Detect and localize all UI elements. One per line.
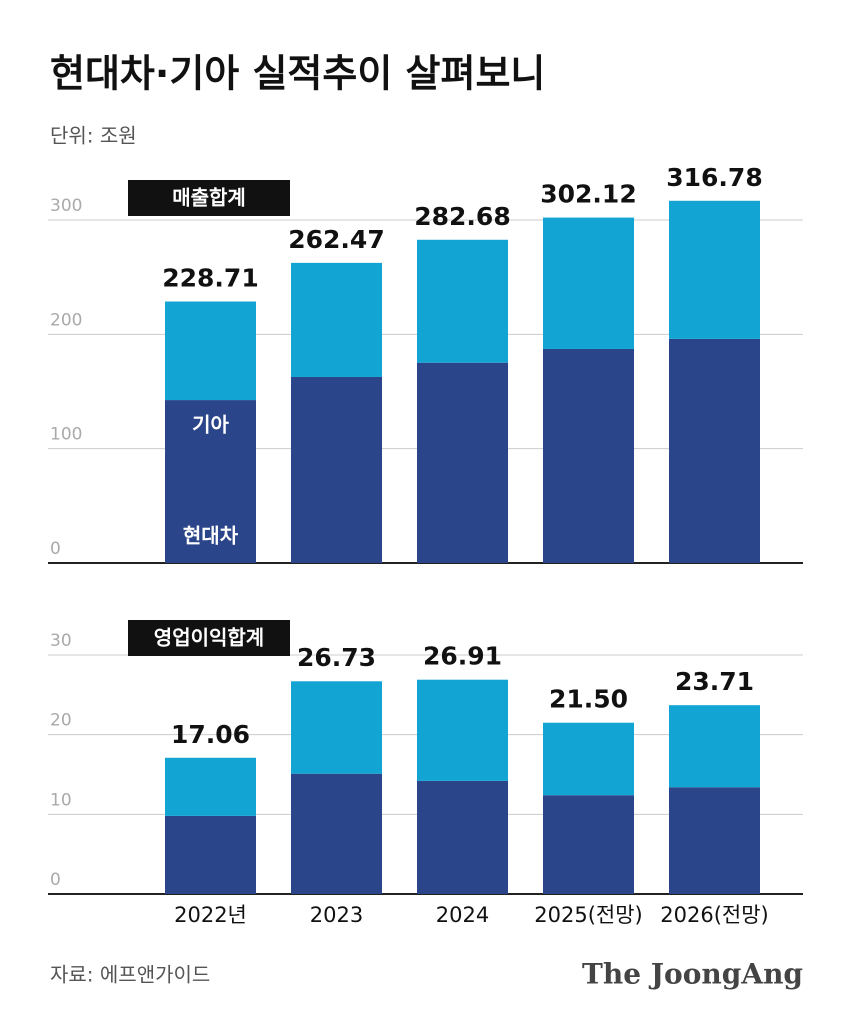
total-label: 26.73 [297, 643, 376, 672]
bar [417, 239, 508, 363]
total-label: 21.50 [549, 685, 628, 714]
series-label: 기아 [192, 413, 229, 437]
bar [165, 301, 256, 401]
total-label: 26.91 [423, 642, 502, 671]
bar [165, 400, 256, 563]
y-tick-label: 300 [50, 196, 82, 216]
y-tick-label: 0 [50, 539, 61, 559]
bar [165, 757, 256, 816]
unit: 단위: 조원 [50, 124, 137, 148]
bar [543, 348, 634, 563]
total-label: 282.68 [414, 202, 510, 231]
y-tick-label: 200 [50, 310, 82, 330]
source: 자료: 에프앤가이드 [50, 963, 210, 987]
logo: The JoongAng [582, 958, 803, 991]
total-label: 316.78 [666, 163, 762, 192]
bar [669, 705, 760, 788]
total-label: 302.12 [540, 180, 636, 209]
y-tick-label: 10 [50, 790, 72, 810]
x-tick-label: 2022년 [174, 903, 247, 927]
label-box [128, 620, 290, 656]
y-tick-label: 0 [50, 870, 61, 890]
y-tick-label: 20 [50, 711, 72, 731]
x-tick-label: 2026(전망) [660, 903, 768, 927]
y-tick-label: 30 [50, 631, 72, 651]
bar [543, 795, 634, 894]
total-label: 262.47 [288, 225, 384, 254]
x-tick-label: 2025(전망) [534, 903, 642, 927]
x-tick-label: 2024 [436, 903, 489, 927]
title: 현대차·기아 실적추이 살펴보니 [50, 52, 545, 96]
bar [291, 681, 382, 774]
y-tick-label: 100 [50, 425, 82, 445]
bar [669, 787, 760, 894]
bar [417, 780, 508, 894]
bar [291, 262, 382, 377]
chart-label: 매출합계 [172, 186, 246, 210]
bar [417, 679, 508, 781]
total-label: 17.06 [171, 720, 250, 749]
chart-label: 영업이익합계 [154, 626, 264, 650]
bar [543, 217, 634, 349]
total-label: 228.71 [162, 264, 258, 293]
bar [669, 338, 760, 563]
bar [543, 722, 634, 796]
label-box [128, 180, 290, 216]
bar [669, 200, 760, 339]
bar [165, 815, 256, 894]
total-label: 23.71 [675, 667, 754, 696]
bar [417, 362, 508, 563]
x-tick-label: 2023 [310, 903, 363, 927]
bar [291, 376, 382, 563]
series-label: 현대차 [183, 524, 239, 548]
bar [291, 773, 382, 894]
